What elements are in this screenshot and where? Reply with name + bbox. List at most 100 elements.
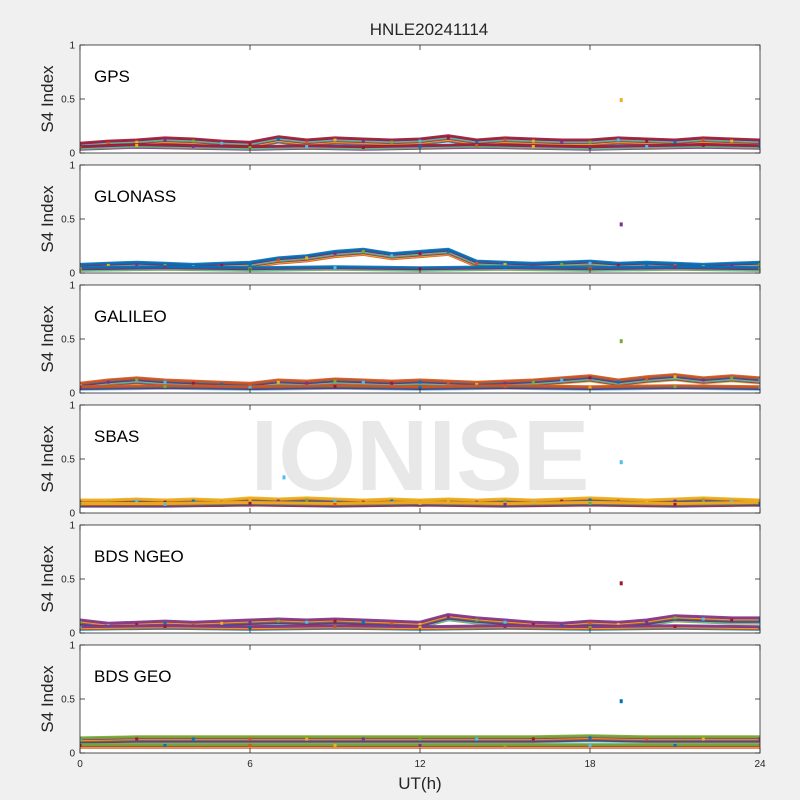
y-tick-label: 0 [69,629,75,640]
series-track [80,134,760,145]
y-tick-label: 0.5 [61,695,75,706]
outlier-point [619,222,623,227]
data-point [730,376,734,380]
data-point [503,385,507,388]
data-point [305,737,309,741]
data-point [191,139,195,143]
data-point [730,139,734,143]
data-point [503,381,507,385]
data-point [588,146,592,150]
data-point [418,622,422,626]
y-tick-label: 0 [69,269,75,280]
data-point [333,502,337,506]
y-axis-label: S4 Index [38,545,57,613]
data-point [758,378,760,382]
data-point [305,498,309,502]
y-tick-label: 1 [69,641,75,652]
data-point [333,499,337,503]
data-point [446,249,450,253]
data-point [220,263,224,267]
data-point [305,256,309,260]
data-point [503,138,507,142]
data-point [305,145,309,148]
x-axis-label: UT(h) [398,774,441,793]
data-point [701,617,705,621]
data-point [418,501,422,505]
data-point [305,620,309,624]
outlier-point [619,581,623,586]
data-point [588,621,592,625]
data-point [163,266,167,270]
x-tick-label: 12 [414,759,426,770]
data-point [701,737,705,741]
data-point [560,140,564,144]
data-point [248,386,252,390]
data-point [531,737,535,741]
data-point [390,621,394,625]
data-point [531,263,535,267]
y-tick-label: 0.5 [61,455,75,466]
data-point [588,736,592,740]
panel-label: GLONASS [94,187,176,206]
data-point [588,743,592,747]
data-point [305,140,309,144]
data-point [418,737,422,741]
y-tick-label: 0 [69,509,75,520]
data-point [503,625,507,628]
data-point [588,376,592,380]
data-point [333,625,337,628]
data-point [333,138,337,142]
data-point [106,141,110,145]
y-tick-label: 0.5 [61,215,75,226]
data-point [475,143,479,147]
data-point [418,743,422,747]
x-tick-label: 6 [247,759,253,770]
y-tick-label: 1 [69,401,75,412]
outlier-point [619,98,623,103]
data-point [80,386,82,390]
data-point [673,375,677,379]
data-point [446,136,450,140]
y-tick-label: 1 [69,41,75,52]
panel-glonass: 0 0.5 1 S4 Index GLONASS [38,161,761,280]
data-point [560,378,564,382]
y-axis-label: S4 Index [38,65,57,133]
data-point [758,743,760,747]
series-track [80,373,760,385]
data-point [333,743,337,747]
data-point [163,385,167,388]
panel-label: BDS NGEO [94,547,184,566]
panel-label: SBAS [94,427,139,446]
y-tick-label: 0.5 [61,95,75,106]
data-point [163,502,167,506]
data-point [531,145,535,148]
figure-title: HNLE20241114 [370,20,488,39]
data-point [531,139,535,143]
panel-bds-ngeo: 0 0.5 1 S4 Index BDS NGEO [38,521,761,640]
data-point [616,263,620,267]
data-point [645,620,649,624]
y-tick-label: 1 [69,281,75,292]
data-point [730,263,734,267]
data-point [191,622,195,626]
panel-label: GPS [94,67,130,86]
y-tick-label: 1 [69,521,75,532]
data-point [163,138,167,142]
data-point [80,738,82,742]
data-point [361,620,365,624]
data-point [191,145,195,148]
panel-label: BDS GEO [94,667,171,686]
data-layer [80,699,760,749]
x-tick-label: 18 [584,759,596,770]
outlier-point [282,475,286,480]
data-point [446,499,450,503]
data-point [645,145,649,148]
data-layer [80,581,760,631]
series-track [80,247,760,266]
data-point [248,498,252,502]
data-point [248,626,252,630]
data-point [361,737,365,741]
data-point [361,380,365,384]
data-point [701,138,705,142]
data-point [163,625,167,628]
